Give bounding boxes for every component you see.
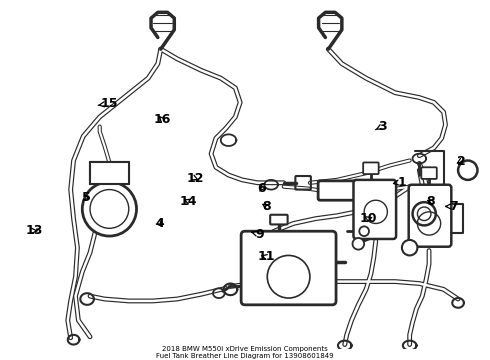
Text: 12: 12 xyxy=(186,172,204,185)
Text: 14: 14 xyxy=(179,195,197,208)
Text: 15: 15 xyxy=(98,97,119,110)
Text: 13: 13 xyxy=(25,224,43,237)
Text: 1: 1 xyxy=(393,176,406,189)
FancyBboxPatch shape xyxy=(90,162,129,184)
Circle shape xyxy=(352,238,364,249)
Text: 7: 7 xyxy=(446,200,458,213)
Text: 8: 8 xyxy=(426,195,435,208)
Circle shape xyxy=(402,240,417,256)
FancyBboxPatch shape xyxy=(409,185,451,247)
Circle shape xyxy=(82,182,137,236)
FancyBboxPatch shape xyxy=(318,181,375,200)
FancyBboxPatch shape xyxy=(241,231,336,305)
Text: 10: 10 xyxy=(360,212,377,225)
Text: 8: 8 xyxy=(262,200,270,213)
Text: 11: 11 xyxy=(258,251,275,264)
Text: 2: 2 xyxy=(457,154,465,168)
FancyBboxPatch shape xyxy=(270,215,288,224)
Text: 3: 3 xyxy=(375,120,387,133)
Text: 5: 5 xyxy=(82,191,90,204)
FancyBboxPatch shape xyxy=(353,180,396,239)
Text: 4: 4 xyxy=(155,217,164,230)
FancyBboxPatch shape xyxy=(363,162,379,174)
Text: 6: 6 xyxy=(257,183,266,195)
Text: 9: 9 xyxy=(252,228,264,241)
Text: 16: 16 xyxy=(153,113,171,126)
Circle shape xyxy=(359,226,369,236)
FancyBboxPatch shape xyxy=(421,167,437,179)
Text: 2018 BMW M550i xDrive Emission Components
Fuel Tank Breather Line Diagram for 13: 2018 BMW M550i xDrive Emission Component… xyxy=(156,346,334,359)
Circle shape xyxy=(413,202,436,225)
